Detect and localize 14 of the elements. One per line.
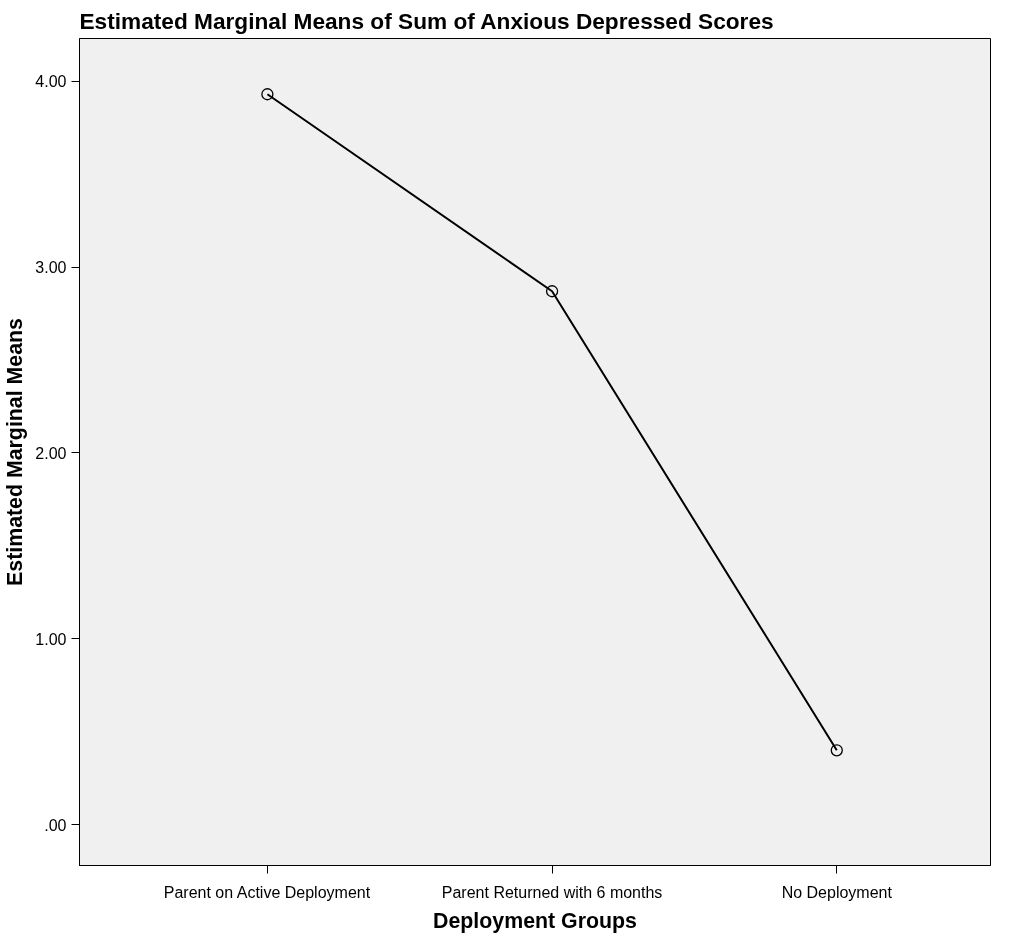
point bbox=[261, 88, 274, 101]
x-tick-label: Parent Returned with 6 months bbox=[441, 883, 663, 901]
y-tick-label: 3.00 bbox=[35, 259, 67, 277]
y-axis-title: Estimated Marginal Means bbox=[3, 318, 28, 586]
y-tick-label: .00 bbox=[44, 816, 67, 834]
x-tick-label: Parent on Active Deployment bbox=[163, 883, 371, 901]
point bbox=[545, 285, 559, 298]
point bbox=[830, 744, 843, 757]
x-tick-label: No Deployment bbox=[781, 883, 893, 901]
y-tick-label: 2.00 bbox=[35, 444, 67, 462]
x-axis-title: Deployment Groups bbox=[433, 908, 637, 933]
chart-title: Estimated Marginal Means of Sum of Anxious Depressed Scores bbox=[79, 7, 774, 34]
y-tick-label: 4.00 bbox=[35, 73, 67, 91]
y-tick-label: 1.00 bbox=[35, 630, 67, 648]
